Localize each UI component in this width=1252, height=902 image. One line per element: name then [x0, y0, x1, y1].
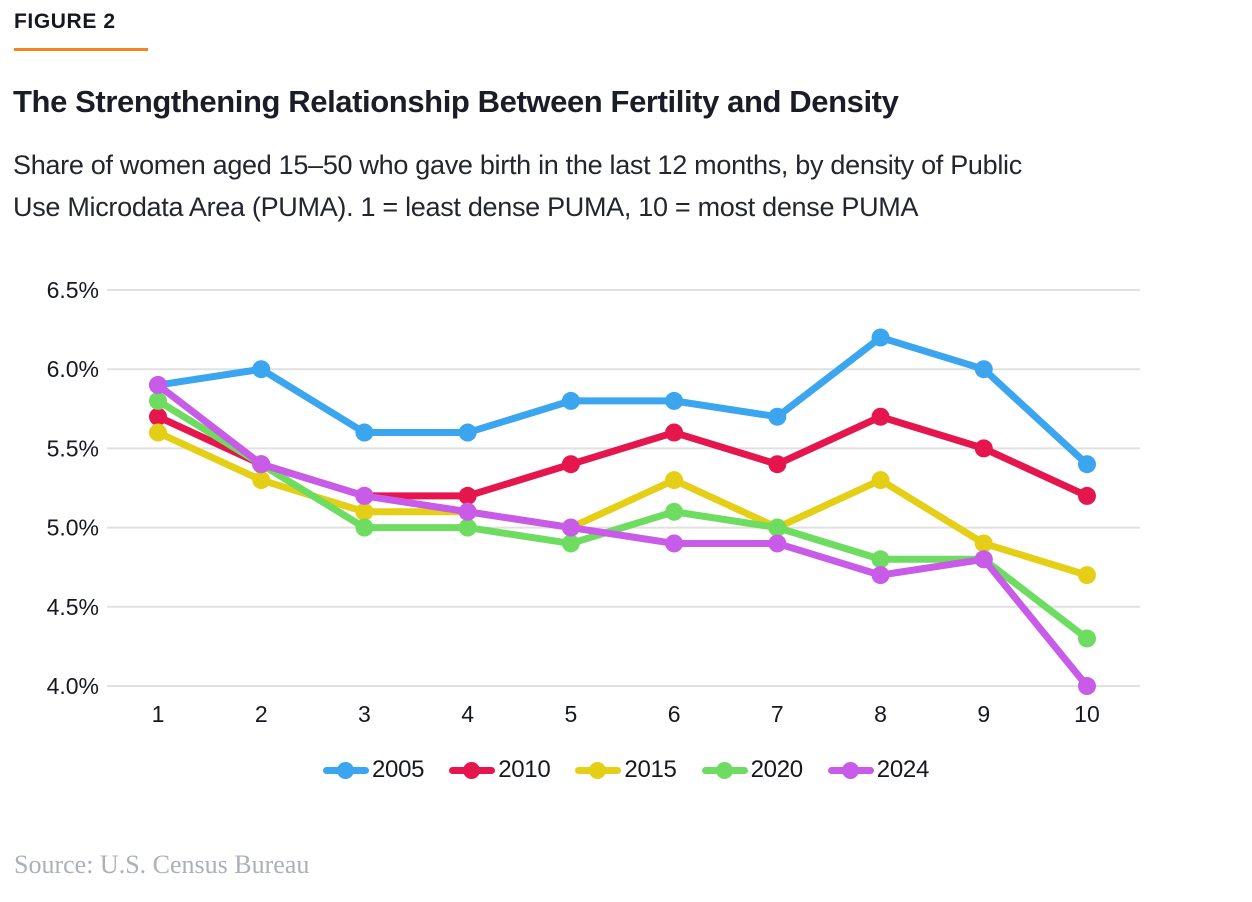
series-2020	[149, 391, 1096, 648]
legend-label: 2010	[498, 756, 551, 783]
x-tick-label: 8	[874, 701, 887, 727]
data-point-2024-x8	[871, 566, 890, 585]
x-tick-label: 10	[1074, 701, 1100, 727]
data-point-2005-x5	[561, 391, 580, 410]
data-point-2024-x1	[149, 376, 167, 395]
x-tick-label: 6	[668, 701, 681, 727]
accent-rule	[14, 48, 148, 51]
data-point-2024-x7	[768, 534, 787, 553]
data-point-2005-x7	[768, 407, 787, 426]
legend-item-2015: 2015	[575, 756, 677, 784]
y-axis-labels: 6.5% 6.0% 5.5% 5.0% 4.5% 4.0%	[47, 277, 99, 699]
series-line-2020	[154, 397, 1091, 642]
series-2024	[149, 376, 1096, 695]
data-point-2020-x3	[355, 518, 374, 537]
legend-swatch-icon	[322, 761, 369, 779]
data-point-2024-x9	[974, 550, 993, 569]
data-point-2010-x7	[768, 455, 787, 474]
legend-label: 2005	[371, 756, 425, 783]
data-point-2005-x10	[1077, 455, 1096, 474]
legend-item-2020: 2020	[701, 756, 804, 784]
data-point-2024-x3	[355, 486, 374, 505]
data-point-2024-x4	[458, 502, 477, 521]
x-tick-label: 7	[771, 701, 784, 727]
data-point-2015-x9	[974, 534, 993, 553]
x-tick-label: 3	[358, 701, 371, 727]
data-point-2024-x10	[1077, 677, 1096, 695]
chart-subtitle-line-2: Use Microdata Area (PUMA). 1 = least den…	[13, 192, 919, 222]
data-point-2024-x5	[561, 518, 580, 537]
line-chart: 6.5% 6.0% 5.5% 5.0% 4.5% 4.0% 1 2 3 4 5 6 7 8 9 10	[0, 260, 1252, 730]
data-point-2020-x6	[665, 502, 684, 521]
data-point-2020-x7	[768, 518, 787, 537]
series-line-2005	[154, 334, 1091, 468]
data-point-2010-x4	[458, 486, 477, 505]
x-tick-label: 4	[461, 701, 474, 727]
y-tick-label: 4.0%	[47, 673, 99, 699]
data-point-2010-x6	[665, 423, 684, 442]
data-point-2020-x1	[149, 391, 167, 410]
legend-item-2005: 2005	[322, 756, 425, 784]
y-tick-label: 5.0%	[47, 515, 99, 541]
legend-label: 2015	[624, 756, 677, 783]
data-point-2010-x1	[149, 407, 167, 426]
legend-swatch-icon	[575, 761, 622, 779]
data-point-2005-x8	[871, 328, 890, 347]
data-point-2015-x3	[355, 502, 374, 521]
data-point-2005-x2	[252, 360, 271, 379]
series-2005	[149, 328, 1096, 474]
chart-subtitle: Share of women aged 15–50 who gave birth…	[13, 144, 1245, 228]
x-tick-label: 2	[255, 701, 268, 727]
data-point-2010-x9	[974, 439, 993, 458]
y-tick-label: 6.5%	[47, 277, 99, 303]
y-tick-label: 5.5%	[47, 435, 99, 461]
data-point-2015-x10	[1077, 566, 1096, 585]
data-point-2015-x1	[149, 423, 167, 442]
data-point-2005-x4	[458, 423, 477, 442]
figure-label: FIGURE 2	[14, 10, 116, 33]
data-point-2010-x10	[1077, 486, 1096, 505]
data-point-2005-x3	[355, 423, 374, 442]
chart-legend: 2005 2010 2015 2020 2024	[0, 750, 1252, 790]
data-point-2005-x9	[974, 360, 993, 379]
legend-item-2010: 2010	[449, 756, 551, 784]
y-tick-label: 4.5%	[47, 594, 99, 620]
legend-swatch-icon	[449, 761, 496, 779]
data-point-2010-x5	[561, 455, 580, 474]
data-point-2015-x8	[871, 471, 890, 490]
legend-swatch-icon	[827, 761, 874, 779]
data-point-2020-x5	[561, 534, 580, 553]
series-line-2024	[154, 381, 1091, 690]
data-point-2015-x2	[252, 471, 271, 490]
legend-item-2024: 2024	[827, 756, 930, 784]
chart-subtitle-line-1: Share of women aged 15–50 who gave birth…	[13, 150, 1022, 180]
series-line-2015	[154, 429, 1091, 579]
x-tick-label: 1	[152, 701, 165, 727]
data-point-2010-x8	[871, 407, 890, 426]
x-axis-labels: 1 2 3 4 5 6 7 8 9 10	[152, 701, 1100, 727]
legend-label: 2020	[750, 756, 804, 783]
y-tick-label: 6.0%	[47, 356, 99, 382]
chart-plot-area: 6.5% 6.0% 5.5% 5.0% 4.5% 4.0% 1 2 3 4 5 6 7 8 9 10	[47, 277, 1140, 727]
x-tick-label: 5	[564, 701, 577, 727]
chart-title: The Strengthening Relationship Between F…	[13, 84, 899, 119]
source-note: Source: U.S. Census Bureau	[14, 850, 310, 879]
legend-swatch-icon	[701, 761, 748, 779]
data-point-2020-x4	[458, 518, 477, 537]
legend-label: 2024	[876, 756, 930, 783]
x-tick-label: 9	[977, 701, 990, 727]
data-point-2005-x6	[665, 391, 684, 410]
data-point-2020-x10	[1077, 629, 1096, 648]
data-point-2024-x6	[665, 534, 684, 553]
data-point-2015-x6	[665, 471, 684, 490]
data-point-2020-x8	[871, 550, 890, 569]
data-point-2024-x2	[252, 455, 271, 474]
